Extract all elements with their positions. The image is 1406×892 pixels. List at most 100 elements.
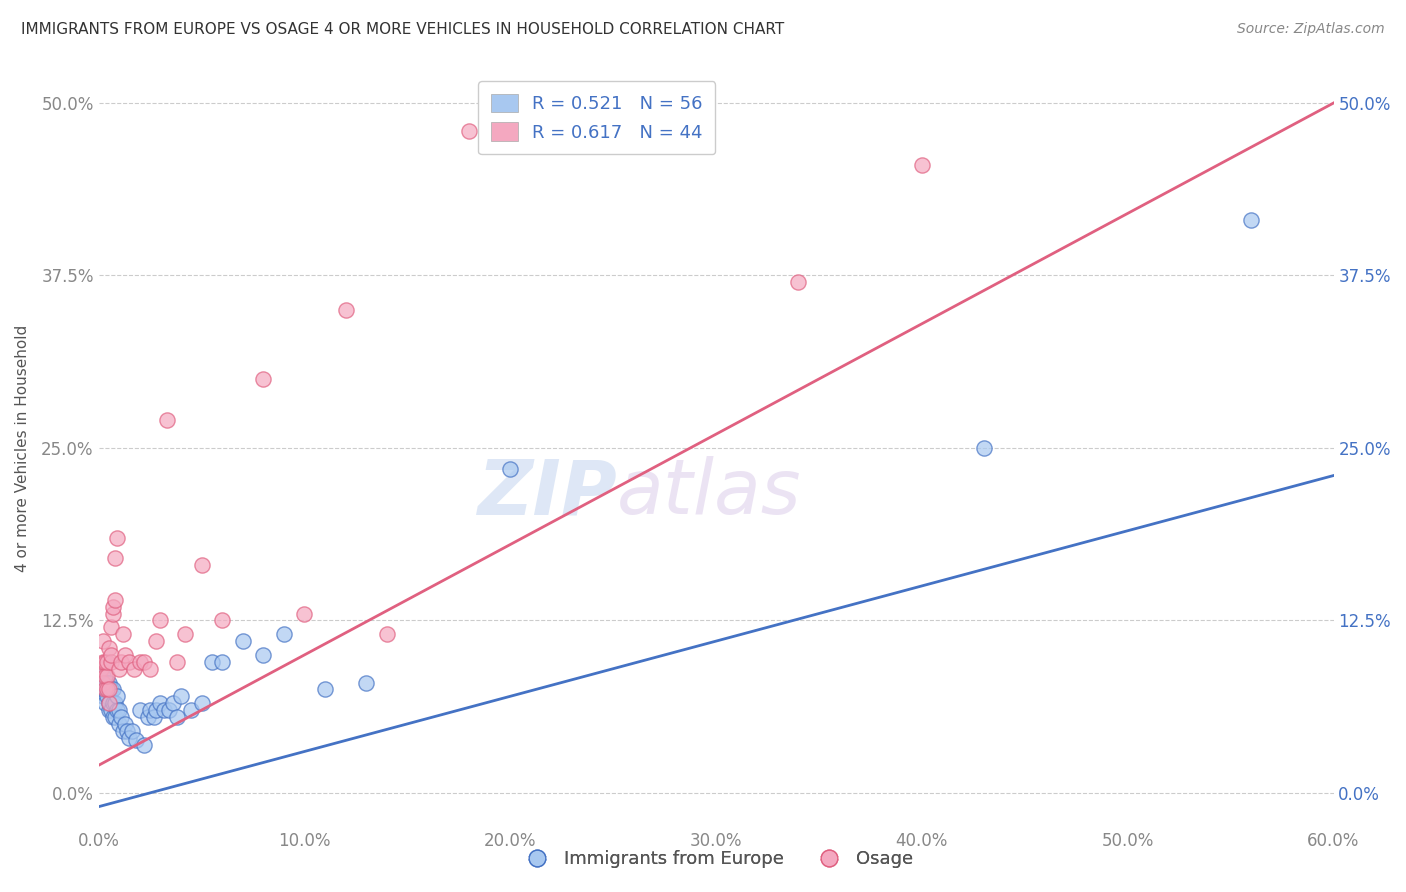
Point [136, 710, 159, 724]
Point [139, 662, 162, 676]
Point [105, 690, 128, 704]
Point [232, 634, 254, 648]
Point [100, 620, 122, 634]
Point [211, 614, 233, 628]
Point [105, 531, 128, 545]
Point [149, 614, 172, 628]
Point [90, 662, 112, 676]
Point [911, 158, 934, 172]
Point [201, 655, 224, 669]
Point [100, 682, 122, 697]
Point [97, 640, 120, 655]
Point [91, 668, 114, 682]
Point [117, 723, 139, 738]
Point [101, 682, 124, 697]
Point [166, 710, 188, 724]
Point [145, 703, 167, 717]
Point [162, 696, 184, 710]
Point [94, 682, 117, 697]
Point [787, 276, 810, 290]
Point [108, 662, 131, 676]
Point [97, 703, 120, 717]
Point [94, 655, 117, 669]
Point [1240, 213, 1263, 227]
Point [458, 123, 481, 137]
Point [96, 682, 118, 697]
Point [252, 648, 274, 662]
Point [190, 696, 212, 710]
Point [96, 675, 118, 690]
Y-axis label: 4 or more Vehicles in Household: 4 or more Vehicles in Household [15, 325, 30, 572]
Point [157, 703, 180, 717]
Point [91, 655, 114, 669]
Point [128, 655, 150, 669]
Point [91, 690, 114, 704]
Point [101, 696, 124, 710]
Point [118, 655, 141, 669]
Point [105, 703, 128, 717]
Point [118, 731, 141, 745]
Point [180, 703, 202, 717]
Point [190, 558, 212, 573]
Point [252, 372, 274, 386]
Point [335, 303, 357, 318]
Point [96, 690, 118, 704]
Point [314, 682, 336, 697]
Point [124, 733, 146, 747]
Point [211, 655, 233, 669]
Point [104, 710, 127, 724]
Point [112, 627, 135, 641]
Text: atlas: atlas [617, 457, 801, 531]
Point [143, 710, 166, 724]
Point [96, 655, 118, 669]
Point [149, 696, 172, 710]
Point [100, 648, 122, 662]
Point [100, 655, 122, 669]
Point [91, 682, 114, 697]
Point [94, 668, 117, 682]
Point [973, 441, 995, 455]
Point [499, 461, 522, 475]
Point [354, 675, 377, 690]
Point [128, 703, 150, 717]
Point [104, 592, 127, 607]
Point [91, 634, 114, 648]
Point [174, 627, 197, 641]
Point [97, 682, 120, 697]
Point [94, 696, 117, 710]
Text: ZIP: ZIP [478, 457, 617, 531]
Point [97, 696, 120, 710]
Point [139, 703, 162, 717]
Point [101, 599, 124, 614]
Point [114, 648, 136, 662]
Point [91, 675, 114, 690]
Point [145, 634, 167, 648]
Point [132, 738, 155, 752]
Text: Source: ZipAtlas.com: Source: ZipAtlas.com [1237, 22, 1385, 37]
Point [97, 696, 120, 710]
Text: IMMIGRANTS FROM EUROPE VS OSAGE 4 OR MORE VEHICLES IN HOUSEHOLD CORRELATION CHAR: IMMIGRANTS FROM EUROPE VS OSAGE 4 OR MOR… [21, 22, 785, 37]
Point [112, 723, 135, 738]
Point [153, 703, 176, 717]
Point [110, 710, 132, 724]
Point [96, 682, 118, 697]
Point [108, 717, 131, 731]
Point [273, 627, 295, 641]
Point [96, 668, 118, 682]
Point [104, 696, 127, 710]
Point [101, 710, 124, 724]
Point [97, 675, 120, 690]
Point [132, 655, 155, 669]
Point [155, 413, 177, 427]
Point [90, 675, 112, 690]
Point [104, 551, 127, 566]
Point [170, 690, 193, 704]
Legend: Immigrants from Europe, Osage: Immigrants from Europe, Osage [512, 843, 921, 875]
Point [110, 655, 132, 669]
Point [294, 607, 316, 621]
Point [166, 655, 188, 669]
Point [90, 682, 112, 697]
Point [108, 703, 131, 717]
Point [121, 723, 143, 738]
Point [94, 675, 117, 690]
